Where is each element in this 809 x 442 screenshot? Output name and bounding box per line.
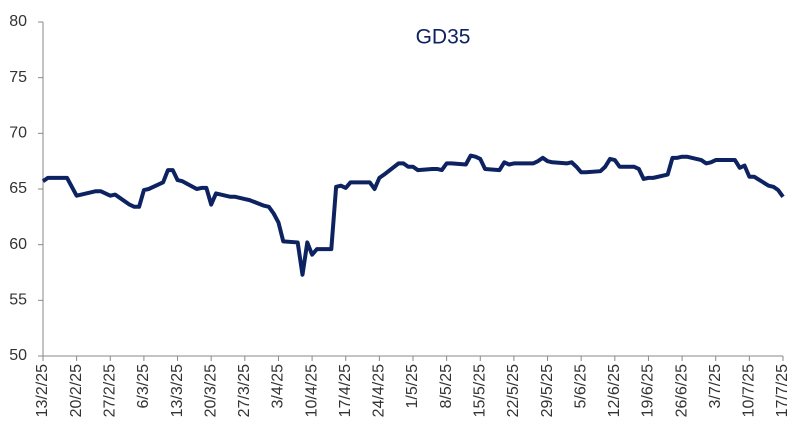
x-tick-label: 20/2/25 xyxy=(68,364,85,417)
y-tick-label: 75 xyxy=(9,69,27,86)
y-tick-label: 80 xyxy=(9,13,27,30)
x-tick-label: 27/2/25 xyxy=(101,364,118,417)
x-tick-label: 17/7/25 xyxy=(774,364,791,417)
y-tick-label: 65 xyxy=(9,180,27,197)
y-tick-label: 55 xyxy=(9,292,27,309)
x-tick-label: 24/4/25 xyxy=(371,364,388,417)
x-tick-label: 20/3/25 xyxy=(202,364,219,417)
x-tick-label: 1/5/25 xyxy=(404,364,421,409)
x-tick-label: 29/5/25 xyxy=(539,364,556,417)
x-tick-label: 17/4/25 xyxy=(337,364,354,417)
y-tick-label: 60 xyxy=(9,236,27,253)
y-tick-label: 70 xyxy=(9,125,27,142)
x-tick-label: 26/6/25 xyxy=(673,364,690,417)
x-tick-label: 10/4/25 xyxy=(303,364,320,417)
x-tick-label: 13/3/25 xyxy=(169,364,186,417)
x-tick-label: 10/7/25 xyxy=(741,364,758,417)
x-tick-label: 27/3/25 xyxy=(236,364,253,417)
x-tick-label: 15/5/25 xyxy=(471,364,488,417)
x-tick-label: 3/4/25 xyxy=(270,364,287,409)
x-tick-label: 8/5/25 xyxy=(438,364,455,409)
chart-title: GD35 xyxy=(416,26,471,49)
x-tick-label: 3/7/25 xyxy=(707,364,724,409)
x-tick-label: 5/6/25 xyxy=(572,364,589,409)
x-tick-label: 13/2/25 xyxy=(34,364,51,417)
x-tick-label: 12/6/25 xyxy=(606,364,623,417)
line xyxy=(41,153,785,277)
x-tick-label: 19/6/25 xyxy=(640,364,657,417)
y-tick-label: 50 xyxy=(9,347,27,364)
x-tick-label: 6/3/25 xyxy=(135,364,152,409)
x-tick-label: 22/5/25 xyxy=(505,364,522,417)
